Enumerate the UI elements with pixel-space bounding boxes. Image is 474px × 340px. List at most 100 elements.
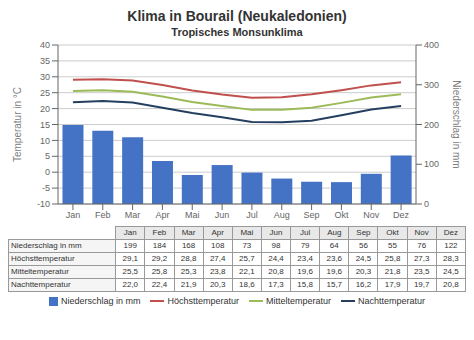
html-text:Jul: Jul <box>300 228 311 237</box>
svg-text:Aug: Aug <box>274 210 290 220</box>
svg-text:Nov: Nov <box>363 210 380 220</box>
svg-text:0: 0 <box>424 199 429 209</box>
svg-text:Sep: Sep <box>304 210 320 220</box>
html-text:27,4: 27,4 <box>209 254 226 263</box>
html-text:20,3: 20,3 <box>209 280 226 289</box>
html-text:Sep: Sep <box>356 228 371 237</box>
svg-text:200: 200 <box>424 120 439 130</box>
html-text:Höchsttemperatur: Höchsttemperatur <box>11 254 75 263</box>
html-text:Jan: Jan <box>123 228 137 237</box>
html-text:21,9: 21,9 <box>180 280 197 289</box>
html-text:Dez: Dez <box>443 228 458 237</box>
svg-text:25: 25 <box>40 88 50 98</box>
html-text:56: 56 <box>359 241 368 250</box>
html-text:23,8: 23,8 <box>209 267 226 276</box>
svg-text:Mar: Mar <box>125 210 141 220</box>
html-text:19,6: 19,6 <box>326 267 343 276</box>
html-text:76: 76 <box>417 241 427 250</box>
html-text:Mitteltemperatur: Mitteltemperatur <box>11 267 69 276</box>
html-text:25,7: 25,7 <box>239 254 255 263</box>
html-text:Nachttemperatur: Nachttemperatur <box>358 296 426 306</box>
html-text:Höchsttemperatur: Höchsttemperatur <box>167 296 239 306</box>
html-text:17,9: 17,9 <box>384 280 401 289</box>
svg-text:Feb: Feb <box>95 210 111 220</box>
html-text:199: 199 <box>123 241 137 250</box>
html-text:15,7: 15,7 <box>326 280 343 289</box>
svg-text:10: 10 <box>40 136 50 146</box>
html-text:24,4: 24,4 <box>268 254 284 263</box>
html-text:16,2: 16,2 <box>355 280 372 289</box>
svg-text:-10: -10 <box>37 199 50 209</box>
html-text:25,3: 25,3 <box>180 267 197 276</box>
svg-text:35: 35 <box>40 56 50 66</box>
html-text:23,6: 23,6 <box>326 254 343 263</box>
html-text:17,3: 17,3 <box>268 280 284 289</box>
html-text:25,5: 25,5 <box>122 267 139 276</box>
html-text:23,4: 23,4 <box>297 254 313 263</box>
html-text:Feb: Feb <box>152 228 167 237</box>
html-text:21,8: 21,8 <box>384 267 401 276</box>
html-text:Okt: Okt <box>386 228 399 237</box>
html-text:27,3: 27,3 <box>413 254 430 263</box>
html-text:24,5: 24,5 <box>355 254 372 263</box>
html-text:64: 64 <box>329 241 339 250</box>
svg-text:Jan: Jan <box>66 210 81 220</box>
html-text:22,0: 22,0 <box>122 280 139 289</box>
html-text:28,3: 28,3 <box>443 254 459 263</box>
svg-text:Dez: Dez <box>393 210 410 220</box>
html-text:Niederschlag in mm: Niederschlag in mm <box>60 296 141 306</box>
html-text:28,8: 28,8 <box>180 254 197 263</box>
html-text:98: 98 <box>271 241 281 250</box>
svg-text:Apr: Apr <box>155 210 169 220</box>
html-text:Jun: Jun <box>269 228 283 237</box>
html-text:25,8: 25,8 <box>151 267 168 276</box>
html-text:20,3: 20,3 <box>355 267 372 276</box>
svg-text:300: 300 <box>424 80 439 90</box>
svg-text:Jun: Jun <box>215 210 230 220</box>
html-text:73: 73 <box>242 241 252 250</box>
html-text:29,1: 29,1 <box>122 254 139 263</box>
html-text:Niederschlag in mm: Niederschlag in mm <box>11 241 82 250</box>
html-text:20,8: 20,8 <box>443 280 459 289</box>
html-text:22,4: 22,4 <box>151 280 168 289</box>
svg-text:30: 30 <box>40 72 50 82</box>
html-text:20,8: 20,8 <box>268 267 284 276</box>
svg-text:0: 0 <box>45 167 50 177</box>
svg-text:400: 400 <box>424 40 439 50</box>
svg-text:40: 40 <box>40 40 50 50</box>
html-text:25,8: 25,8 <box>384 254 401 263</box>
svg-text:100: 100 <box>424 159 439 169</box>
html-text:168: 168 <box>181 241 196 250</box>
svg-text:5: 5 <box>45 151 50 161</box>
html-text:122: 122 <box>444 241 458 250</box>
html-text:79: 79 <box>300 241 310 250</box>
html-text:55: 55 <box>388 241 397 250</box>
html-text:19,7: 19,7 <box>413 280 430 289</box>
html-text:Mai: Mai <box>240 228 254 237</box>
html-text:18,6: 18,6 <box>239 280 255 289</box>
svg-text:Mai: Mai <box>185 210 200 220</box>
html-text:Tropisches Monsunklima: Tropisches Monsunklima <box>171 26 303 38</box>
html-text:22,1: 22,1 <box>239 267 255 276</box>
html-text:24,5: 24,5 <box>443 267 459 276</box>
svg-text:Niederschlag in mm: Niederschlag in mm <box>451 80 462 168</box>
svg-text:15: 15 <box>40 120 50 130</box>
svg-text:Jul: Jul <box>246 210 258 220</box>
html-text:Nov: Nov <box>414 228 429 237</box>
svg-text:-5: -5 <box>42 183 50 193</box>
html-text:23,5: 23,5 <box>413 267 430 276</box>
html-text:Nachttemperatur: Nachttemperatur <box>11 280 71 289</box>
svg-text:20: 20 <box>40 104 50 114</box>
html-text:15,8: 15,8 <box>297 280 313 289</box>
html-text:19,6: 19,6 <box>297 267 313 276</box>
html-text:108: 108 <box>211 241 225 250</box>
svg-text:Okt: Okt <box>334 210 349 220</box>
svg-text:Temperatur in °C: Temperatur in °C <box>12 87 23 162</box>
html-text:Mar: Mar <box>181 228 196 237</box>
html-text:184: 184 <box>152 241 167 250</box>
html-text:Apr: Apr <box>211 228 224 237</box>
html-text:Aug: Aug <box>327 228 342 237</box>
html-text:Klima in Bourail (Neukaledonie: Klima in Bourail (Neukaledonien) <box>127 8 347 24</box>
html-text:Mitteltemperatur: Mitteltemperatur <box>266 296 331 306</box>
html-text:29,2: 29,2 <box>151 254 168 263</box>
